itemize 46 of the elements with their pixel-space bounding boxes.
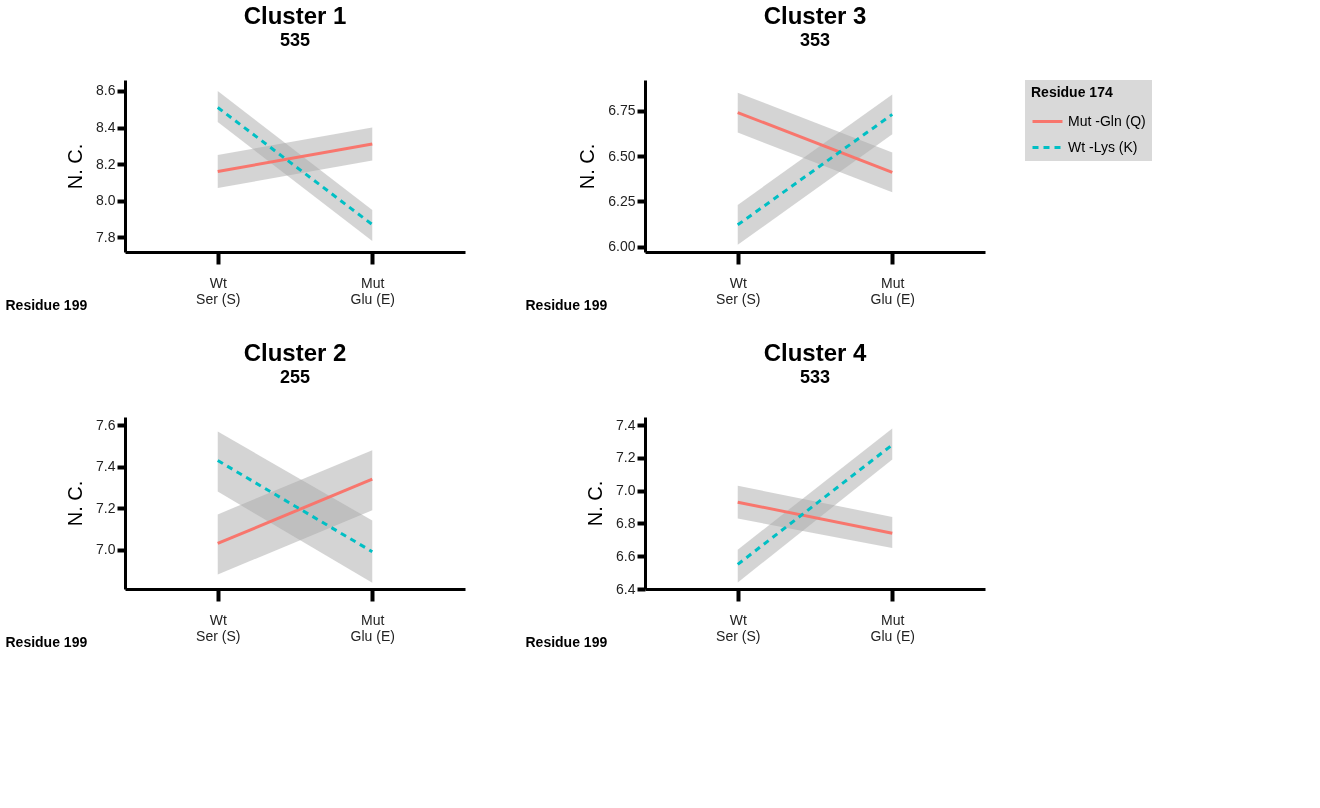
y-axis-title: N. C. [64, 480, 87, 527]
x-tick-label: Wt Ser (S) [716, 274, 761, 307]
y-tick-label: 6.50 [608, 147, 636, 164]
x-tick-label: Mut Glu (E) [870, 274, 915, 307]
y-tick-label: 6.4 [616, 580, 636, 597]
y-tick-label: 8.6 [96, 82, 116, 99]
x-tick-label: Wt Ser (S) [716, 611, 761, 644]
y-tick-label: 6.8 [616, 514, 636, 531]
y-tick-label: 7.4 [96, 458, 116, 475]
y-tick-label: 6.6 [616, 547, 636, 564]
y-axis-title: N. C. [584, 480, 607, 527]
chart-subtitle: 535 [279, 30, 311, 50]
y-tick-label: 8.2 [96, 155, 116, 172]
legend-label: Mut -Gln (Q) [1068, 112, 1146, 129]
chart-subtitle: 353 [799, 30, 831, 50]
y-tick-label: 7.8 [96, 228, 116, 245]
x-tick-label: Mut Glu (E) [350, 611, 395, 644]
legend-label: Wt -Lys (K) [1068, 138, 1138, 155]
y-tick-label: 6.25 [608, 192, 636, 209]
chart-subtitle: 255 [279, 367, 311, 387]
chart-title: Cluster 4 [763, 339, 867, 366]
y-tick-label: 8.4 [96, 119, 116, 136]
chart-title: Cluster 1 [243, 2, 347, 29]
y-tick-label: 7.2 [616, 449, 636, 466]
y-tick-label: 7.2 [96, 499, 116, 516]
y-tick-label: 6.00 [608, 238, 636, 255]
y-tick-label: 7.0 [96, 541, 116, 558]
x-axis-title: Residue 199 [525, 633, 608, 650]
x-tick-label: Mut Glu (E) [350, 274, 395, 307]
y-tick-label: 7.0 [616, 482, 636, 499]
y-tick-label: 6.75 [608, 102, 636, 119]
y-axis-title: N. C. [64, 143, 87, 190]
y-axis-title: N. C. [576, 143, 599, 190]
legend-title: Residue 174 [1031, 84, 1113, 100]
x-axis-title: Residue 199 [5, 296, 88, 313]
x-tick-label: Mut Glu (E) [870, 611, 915, 644]
chart-subtitle: 533 [799, 367, 831, 387]
x-axis-title: Residue 199 [5, 633, 88, 650]
y-tick-label: 7.4 [616, 416, 636, 433]
chart-title: Cluster 2 [243, 339, 347, 366]
chart-title: Cluster 3 [763, 2, 867, 29]
y-tick-label: 8.0 [96, 192, 116, 209]
y-tick-label: 7.6 [96, 416, 116, 433]
x-axis-title: Residue 199 [525, 296, 608, 313]
x-tick-label: Wt Ser (S) [196, 274, 241, 307]
x-tick-label: Wt Ser (S) [196, 611, 241, 644]
